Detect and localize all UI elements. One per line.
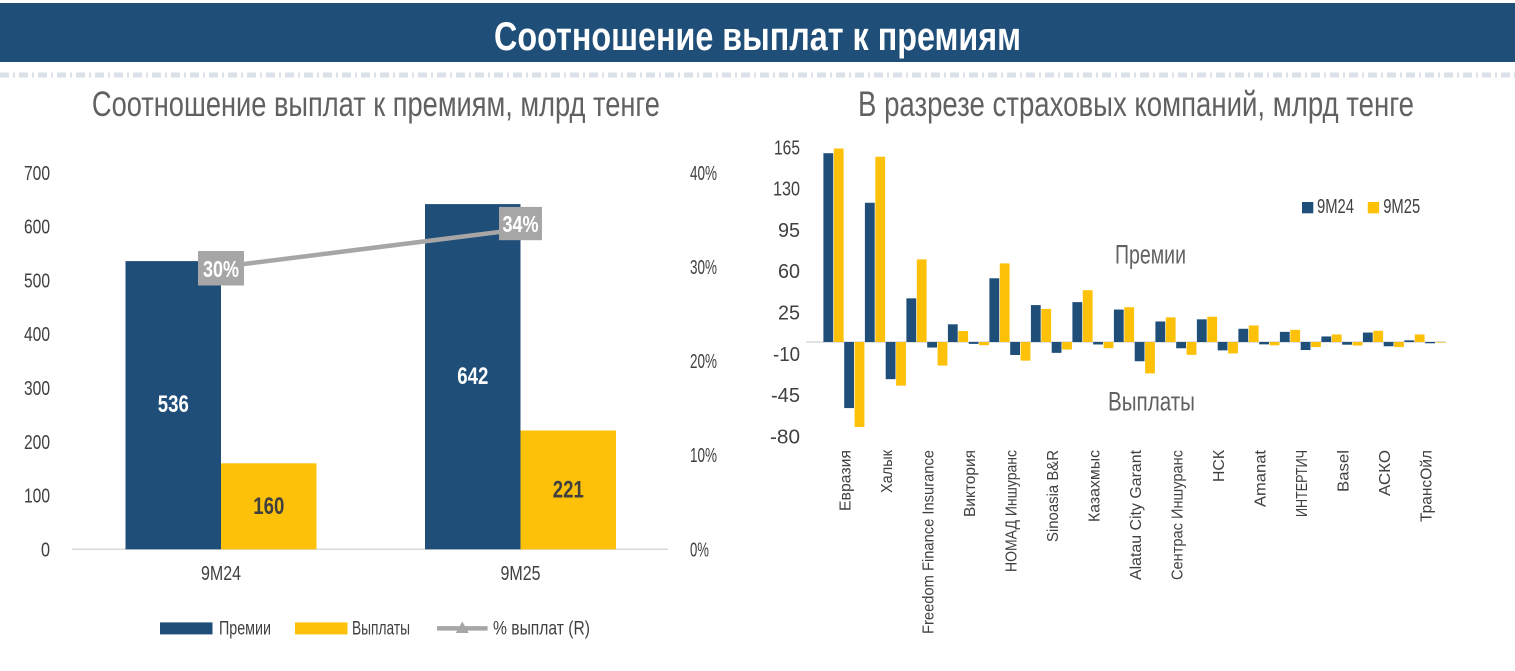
svg-text:ИНТЕРТИЧ: ИНТЕРТИЧ <box>1294 450 1311 517</box>
svg-text:165: 165 <box>774 137 800 159</box>
svg-text:400: 400 <box>24 324 50 346</box>
svg-text:700: 700 <box>24 163 50 185</box>
svg-text:Казахмыс: Казахмыс <box>1087 450 1104 522</box>
svg-text:Выплаты: Выплаты <box>352 619 410 640</box>
svg-text:60: 60 <box>778 261 800 283</box>
svg-text:Премии: Премии <box>219 619 271 640</box>
svg-text:НСК: НСК <box>1211 450 1228 482</box>
svg-text:536: 536 <box>158 391 189 418</box>
svg-text:НОМАД Иншуранс: НОМАД Иншуранс <box>1004 450 1021 572</box>
svg-text:ТрансОйл: ТрансОйл <box>1419 450 1436 522</box>
svg-text:642: 642 <box>457 363 488 390</box>
svg-text:34%: 34% <box>503 211 539 237</box>
svg-text:9M24: 9M24 <box>1317 196 1354 218</box>
svg-text:АСКО: АСКО <box>1377 450 1394 496</box>
svg-text:9M25: 9M25 <box>501 563 541 585</box>
svg-text:130: 130 <box>773 179 800 201</box>
svg-text:95: 95 <box>778 220 800 242</box>
svg-text:-80: -80 <box>770 426 800 448</box>
svg-text:221: 221 <box>553 477 584 504</box>
svg-text:100: 100 <box>24 486 50 508</box>
svg-text:9M25: 9M25 <box>1383 196 1420 218</box>
svg-text:0%: 0% <box>690 539 709 561</box>
svg-text:160: 160 <box>253 493 284 520</box>
svg-text:Alatau City Garant: Alatau City Garant <box>1128 449 1145 580</box>
svg-text:Amanat: Amanat <box>1253 449 1270 507</box>
svg-text:-45: -45 <box>771 385 800 407</box>
svg-text:200: 200 <box>24 432 50 454</box>
svg-text:Евразия: Евразия <box>838 450 855 511</box>
svg-text:Соотношение выплат к премиям: Соотношение выплат к премиям <box>494 15 1021 59</box>
svg-text:Виктория: Виктория <box>962 450 979 517</box>
svg-text:% выплат (R): % выплат (R) <box>493 619 590 640</box>
svg-text:40%: 40% <box>690 163 717 185</box>
svg-text:Халык: Халык <box>879 450 896 493</box>
svg-text:500: 500 <box>24 270 50 292</box>
svg-text:Freedom Finance Insurance: Freedom Finance Insurance <box>921 450 938 634</box>
svg-text:Соотношение выплат к премиям,: Соотношение выплат к премиям, млрд тенге <box>92 85 660 124</box>
svg-text:Basel: Basel <box>1336 450 1353 492</box>
svg-text:Выплаты: Выплаты <box>1108 387 1195 417</box>
svg-text:300: 300 <box>24 378 50 400</box>
svg-text:В разрезе страховых компаний,: В разрезе страховых компаний, млрд тенге <box>858 85 1414 124</box>
svg-text:10%: 10% <box>690 445 717 467</box>
svg-text:600: 600 <box>24 217 50 239</box>
svg-text:Sinoasia B&R: Sinoasia B&R <box>1045 450 1062 542</box>
svg-text:25: 25 <box>778 303 800 325</box>
svg-text:30%: 30% <box>690 257 717 279</box>
svg-text:Премии: Премии <box>1115 240 1186 270</box>
svg-text:Сентрас Иншуранс: Сентрас Иншуранс <box>1170 450 1187 580</box>
svg-text:30%: 30% <box>203 256 239 282</box>
svg-text:0: 0 <box>41 539 50 561</box>
svg-text:20%: 20% <box>690 351 717 373</box>
svg-text:9M24: 9M24 <box>201 563 241 585</box>
svg-text:-10: -10 <box>773 344 800 366</box>
